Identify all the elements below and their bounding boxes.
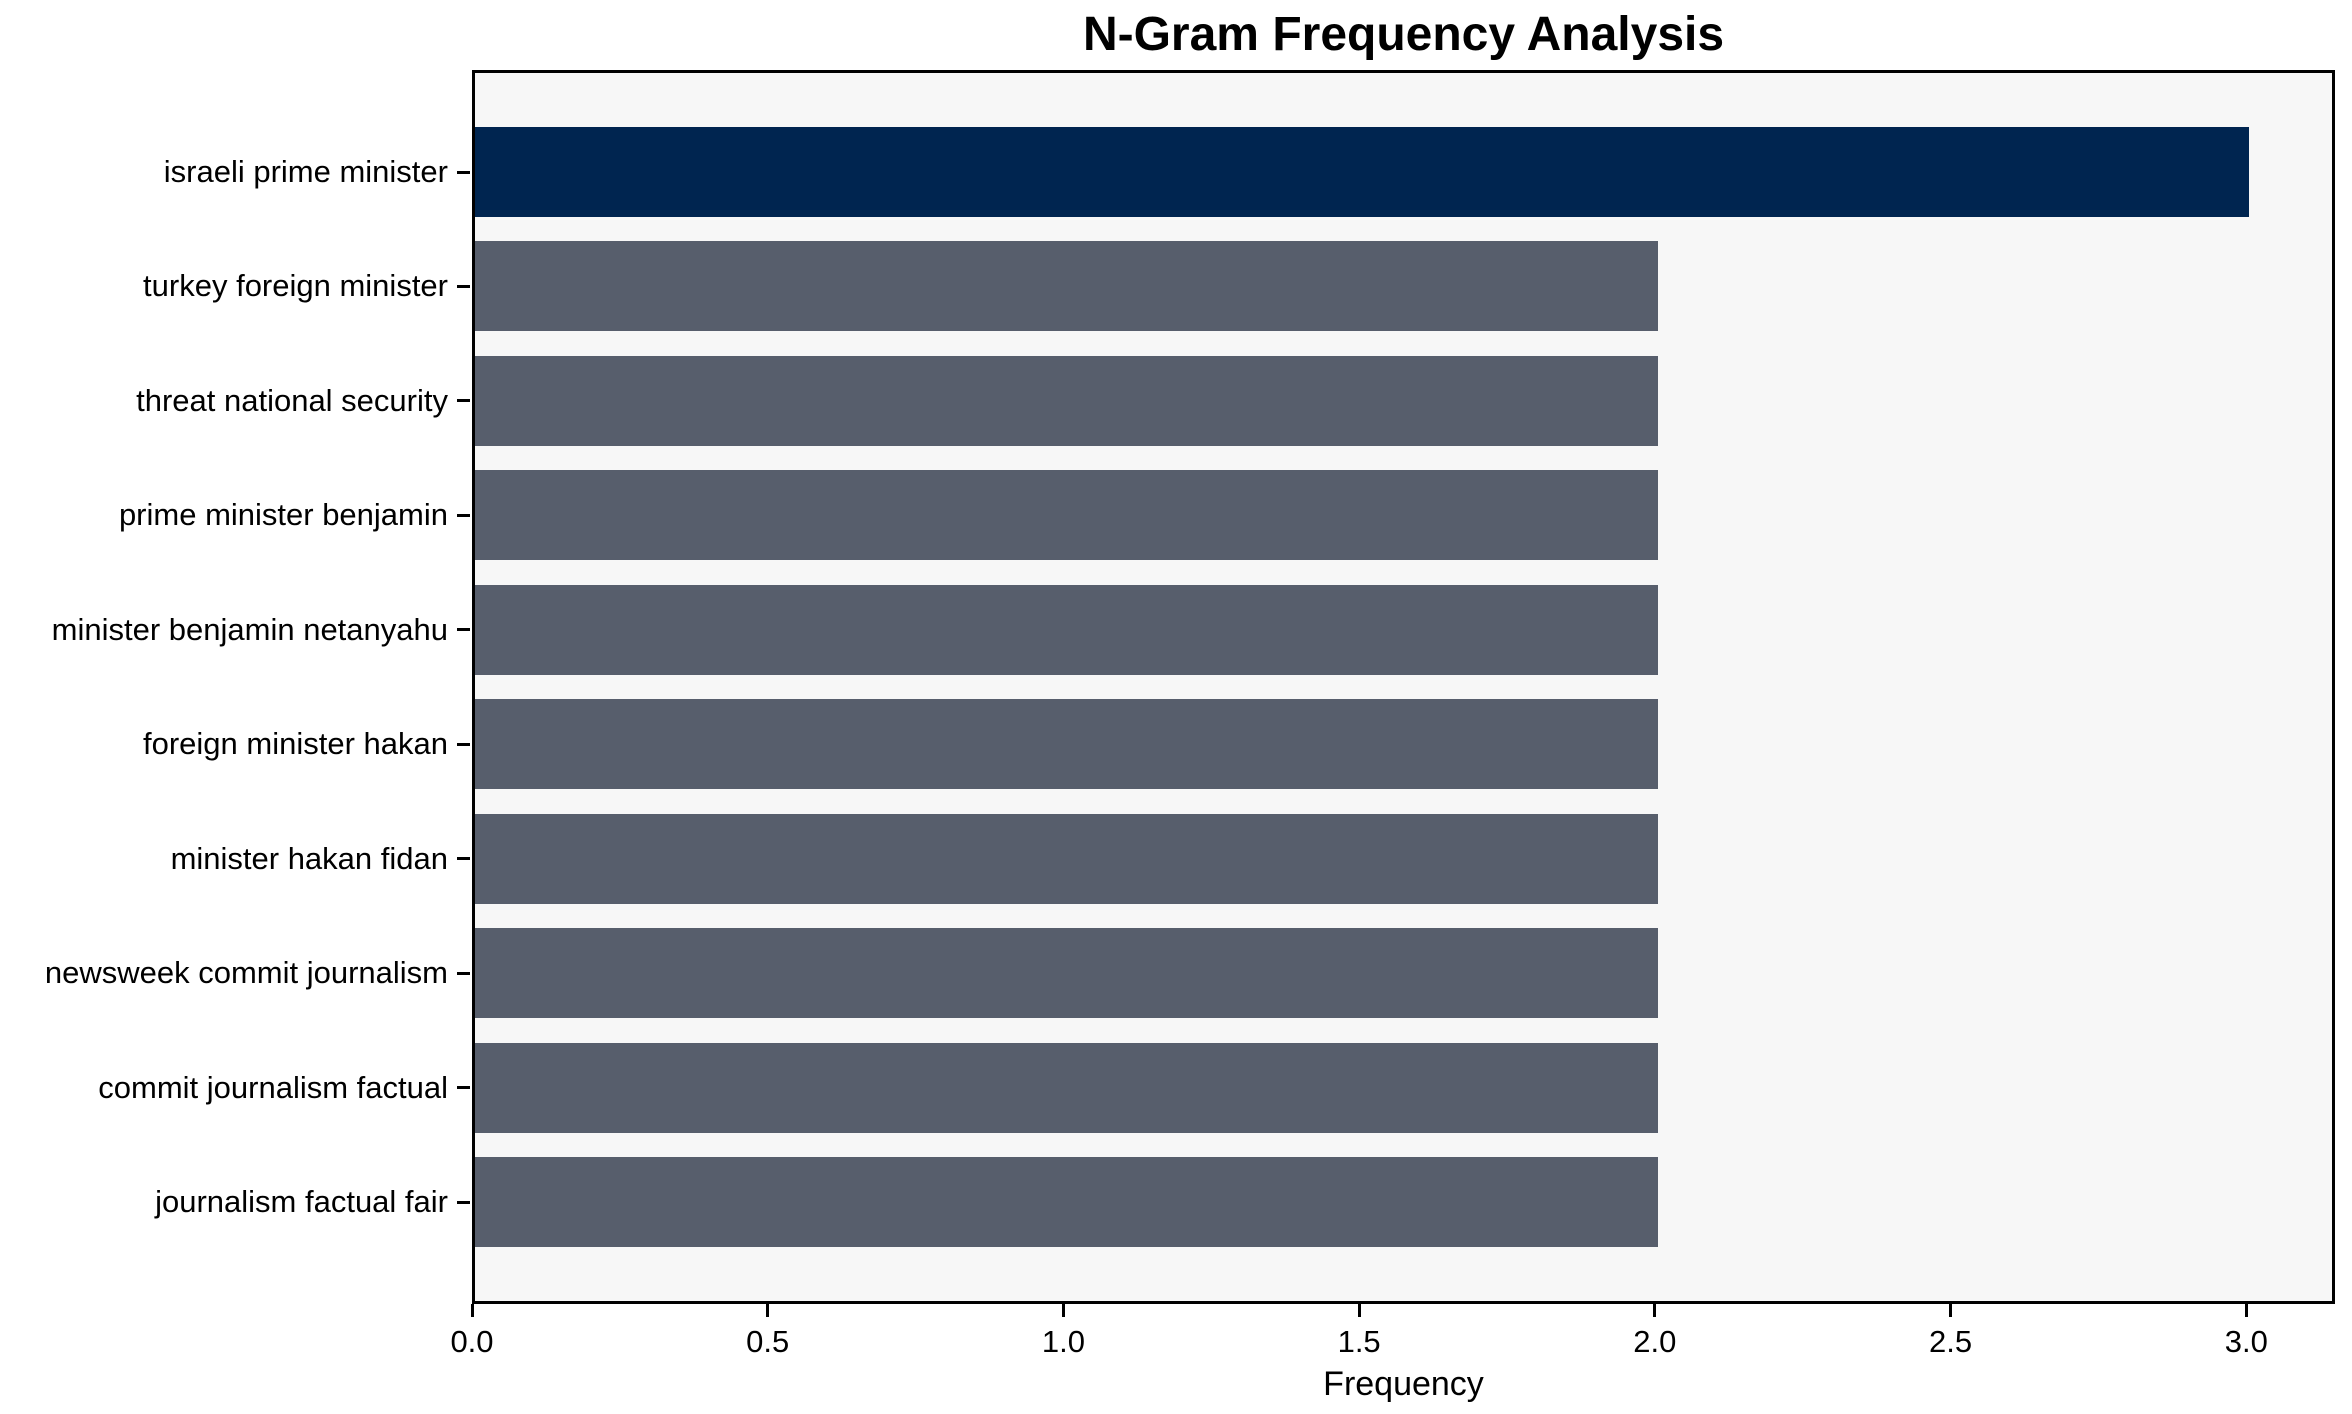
y-tick-label: commit journalism factual [98, 1069, 448, 1105]
x-tick-label: 1.0 [1041, 1324, 1085, 1359]
y-tick-label: prime minister benjamin [118, 497, 448, 533]
x-tick [2244, 1304, 2248, 1317]
bar-turkey-foreign-minister [475, 241, 1658, 332]
y-tick [457, 971, 470, 975]
bar-minister-hakan-fidan [475, 813, 1658, 904]
bar-minister-benjamin-netanyahu [475, 584, 1658, 675]
y-tick [457, 170, 470, 174]
bar-journalism-factual-fair [475, 1157, 1658, 1247]
y-tick-label: minister benjamin netanyahu [51, 611, 448, 647]
y-tick-label: journalism factual fair [155, 1184, 448, 1219]
y-tick [457, 857, 470, 861]
y-tick [457, 1200, 470, 1204]
bar-threat-national-security [475, 355, 1658, 446]
x-tick [1061, 1304, 1065, 1317]
bar-foreign-minister-hakan [475, 699, 1658, 790]
x-tick-label: 3.0 [2224, 1324, 2268, 1359]
y-tick-label: newsweek commit journalism [44, 955, 448, 991]
y-tick [457, 513, 470, 517]
x-tick [470, 1304, 474, 1317]
x-tick [766, 1304, 770, 1317]
bar-israeli-prime-minister [475, 127, 2250, 217]
y-tick [457, 742, 470, 746]
y-tick [457, 284, 470, 288]
x-tick-label: 2.0 [1633, 1324, 1677, 1359]
plot-area [472, 70, 2335, 1304]
x-tick [1653, 1304, 1657, 1317]
x-tick-label: 1.5 [1337, 1324, 1381, 1359]
chart-title: N-Gram Frequency Analysis [1082, 8, 1725, 61]
y-tick-label: threat national security [136, 382, 448, 418]
y-tick [457, 1086, 470, 1090]
y-tick [457, 399, 470, 403]
x-tick-label: 2.5 [1929, 1324, 1973, 1359]
y-tick [457, 628, 470, 632]
bar-prime-minister-benjamin [475, 470, 1658, 561]
x-axis-title: Frequency [1323, 1365, 1484, 1403]
x-tick [1949, 1304, 1953, 1317]
y-tick-label: foreign minister hakan [143, 726, 448, 762]
y-tick-label: turkey foreign minister [143, 268, 448, 304]
bar-commit-journalism-factual [475, 1042, 1658, 1133]
y-tick-label: israeli prime minister [163, 154, 448, 189]
x-tick [1357, 1304, 1361, 1317]
y-tick-label: minister hakan fidan [170, 840, 448, 876]
x-tick-label: 0.5 [746, 1324, 790, 1359]
bar-newsweek-commit-journalism [475, 928, 1658, 1019]
x-tick-label: 0.0 [450, 1324, 494, 1359]
